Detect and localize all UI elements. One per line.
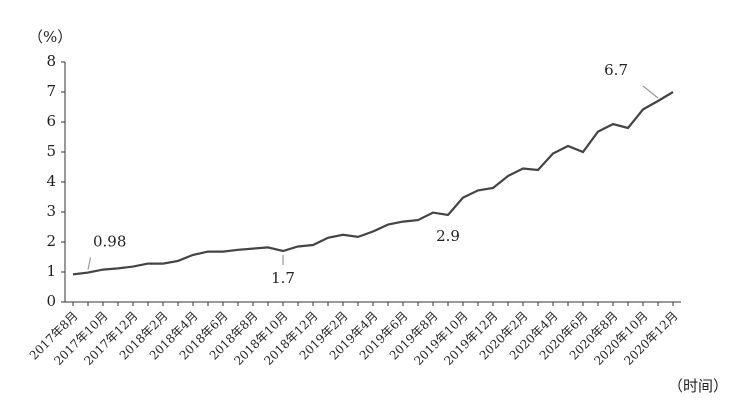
y-tick-label: 5 [46, 142, 56, 160]
value-label: 0.98 [93, 233, 126, 251]
y-axis-label: （%） [28, 28, 72, 46]
value-label: 1.7 [271, 269, 295, 287]
label-leader [642, 85, 659, 99]
y-tick-label: 1 [46, 262, 56, 280]
y-tick-label: 6 [46, 112, 56, 130]
x-axis-label: （时间） [668, 377, 728, 395]
label-leader [87, 257, 92, 270]
data-line [72, 91, 674, 276]
y-tick-label: 4 [46, 172, 56, 190]
y-tick-label: 0 [46, 292, 56, 310]
value-label: 2.9 [436, 227, 460, 245]
y-tick-label: 2 [46, 232, 56, 250]
y-tick-label: 8 [46, 52, 56, 70]
y-tick-label: 3 [46, 202, 56, 220]
value-label: 6.7 [604, 61, 628, 79]
y-tick-label: 7 [46, 82, 56, 100]
